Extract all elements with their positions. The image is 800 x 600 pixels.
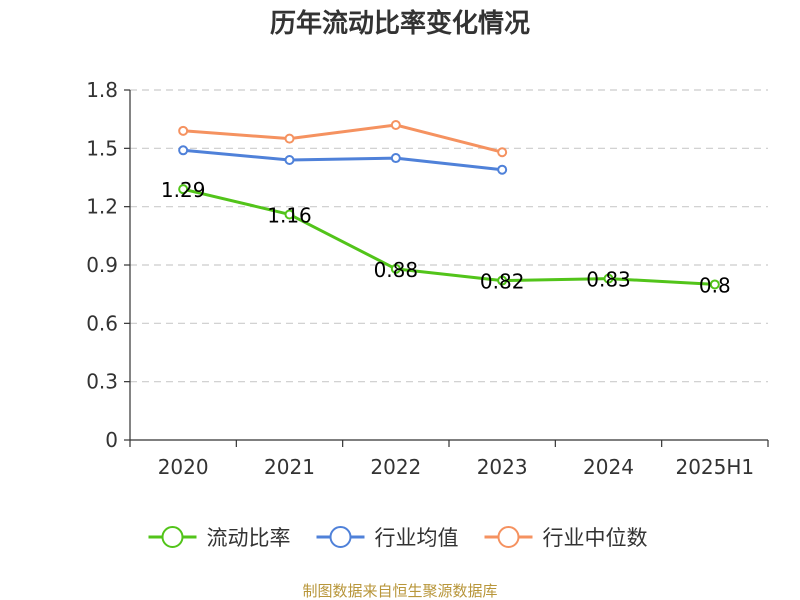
legend-label: 流动比率 xyxy=(207,526,291,550)
x-tick-label: 2021 xyxy=(264,455,315,479)
data-point[interactable] xyxy=(178,184,189,195)
data-point[interactable] xyxy=(390,120,401,130)
x-tick-label: 2023 xyxy=(477,455,528,479)
legend-swatch-marker xyxy=(329,526,352,548)
series-line xyxy=(183,148,503,172)
y-tick-label: 0 xyxy=(105,428,118,452)
x-tick-label: 2025H1 xyxy=(675,455,754,479)
data-point[interactable] xyxy=(709,279,720,290)
data-point[interactable] xyxy=(603,273,614,284)
y-tick-label: 0.3 xyxy=(86,370,118,394)
data-point[interactable] xyxy=(497,275,508,286)
y-tick-label: 0.9 xyxy=(86,253,118,277)
axes: 0 0.3 0.6 0.9 1.2 1.5 1.8 2020 2021 2022 2023 2024 2… xyxy=(86,78,769,479)
data-point[interactable] xyxy=(497,164,508,175)
y-tick-label: 1.5 xyxy=(86,136,118,160)
data-point[interactable] xyxy=(284,133,295,144)
x-tick-label: 2022 xyxy=(370,455,421,479)
legend-label: 行业中位数 xyxy=(543,526,648,550)
legend-item[interactable]: 行业均值 xyxy=(316,526,459,550)
legend: 流动比率 行业均值 行业中位数 xyxy=(148,526,648,550)
x-tick-label: 2020 xyxy=(158,455,209,479)
data-point[interactable] xyxy=(497,147,508,158)
series-group xyxy=(178,120,720,290)
grid-lines xyxy=(130,89,768,383)
legend-swatch-marker xyxy=(161,526,184,548)
y-tick-label: 1.2 xyxy=(86,195,118,219)
data-label: 0.8 xyxy=(699,273,731,297)
series-line xyxy=(183,123,503,154)
y-tick-label: 0.6 xyxy=(86,311,118,335)
legend-swatch-marker xyxy=(497,526,520,548)
data-label: 0.82 xyxy=(480,270,525,294)
data-point[interactable] xyxy=(284,155,295,165)
source-note: 制图数据来自恒生聚源数据库 xyxy=(302,582,497,600)
data-labels: 1.29 1.16 0.88 0.82 0.83 0.8 xyxy=(161,178,731,297)
data-point[interactable] xyxy=(178,145,189,156)
data-label: 0.83 xyxy=(586,268,631,292)
legend-label: 行业均值 xyxy=(375,526,459,550)
data-point[interactable] xyxy=(284,209,295,220)
x-tick-label: 2024 xyxy=(583,455,634,479)
series-line xyxy=(182,187,715,286)
data-point[interactable] xyxy=(178,125,189,136)
data-point[interactable] xyxy=(390,263,401,274)
y-tick-label: 1.8 xyxy=(86,78,118,102)
data-point[interactable] xyxy=(390,153,401,164)
data-label: 0.88 xyxy=(374,258,419,282)
data-label: 1.29 xyxy=(161,178,206,202)
legend-item[interactable]: 流动比率 xyxy=(148,526,291,550)
chart-title: 历年流动比率变化情况 xyxy=(270,8,530,39)
legend-item[interactable]: 行业中位数 xyxy=(484,526,648,550)
data-label: 1.16 xyxy=(267,203,312,227)
